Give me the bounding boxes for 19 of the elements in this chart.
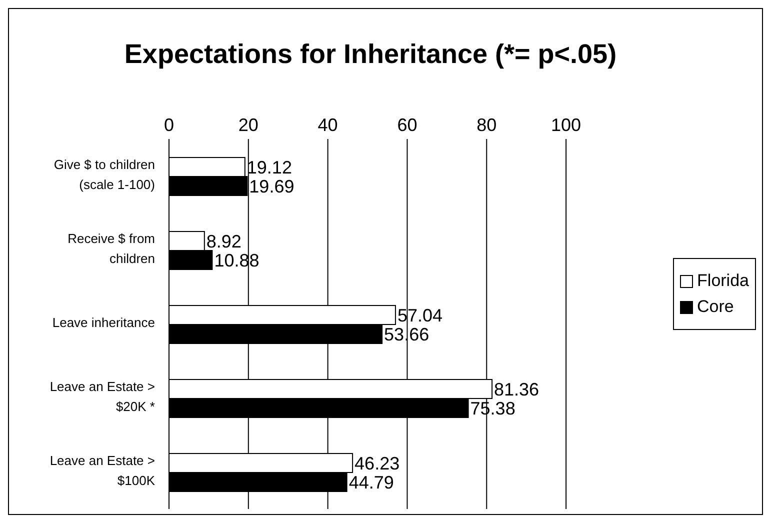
legend-label: Florida (697, 271, 749, 291)
x-tick-label: 0 (164, 115, 174, 135)
y-tick-label: Leave an Estate > $20K * (50, 379, 155, 414)
y-tick-label: Receive $ from children (68, 231, 155, 266)
data-label: 81.36 (494, 379, 540, 400)
data-label: 46.23 (354, 453, 400, 474)
y-tick-label: Leave inheritance (52, 315, 155, 330)
x-tick-label: 20 (238, 115, 258, 135)
legend-label: Core (697, 297, 734, 317)
x-tick-label: 80 (476, 115, 497, 135)
x-tick-label: 60 (397, 115, 418, 135)
data-label: 19.69 (249, 176, 294, 196)
y-tick-label: Give $ to children (scale 1-100) (54, 157, 155, 192)
y-tick-label: Leave an Estate > $100K (50, 453, 156, 488)
data-label: 8.92 (206, 231, 242, 252)
data-label: 44.79 (348, 472, 394, 492)
x-tick-label: 100 (551, 115, 582, 135)
x-tick-label: 40 (318, 115, 338, 135)
chart-title: Expectations for Inheritance (*= p<.05) (123, 39, 618, 71)
